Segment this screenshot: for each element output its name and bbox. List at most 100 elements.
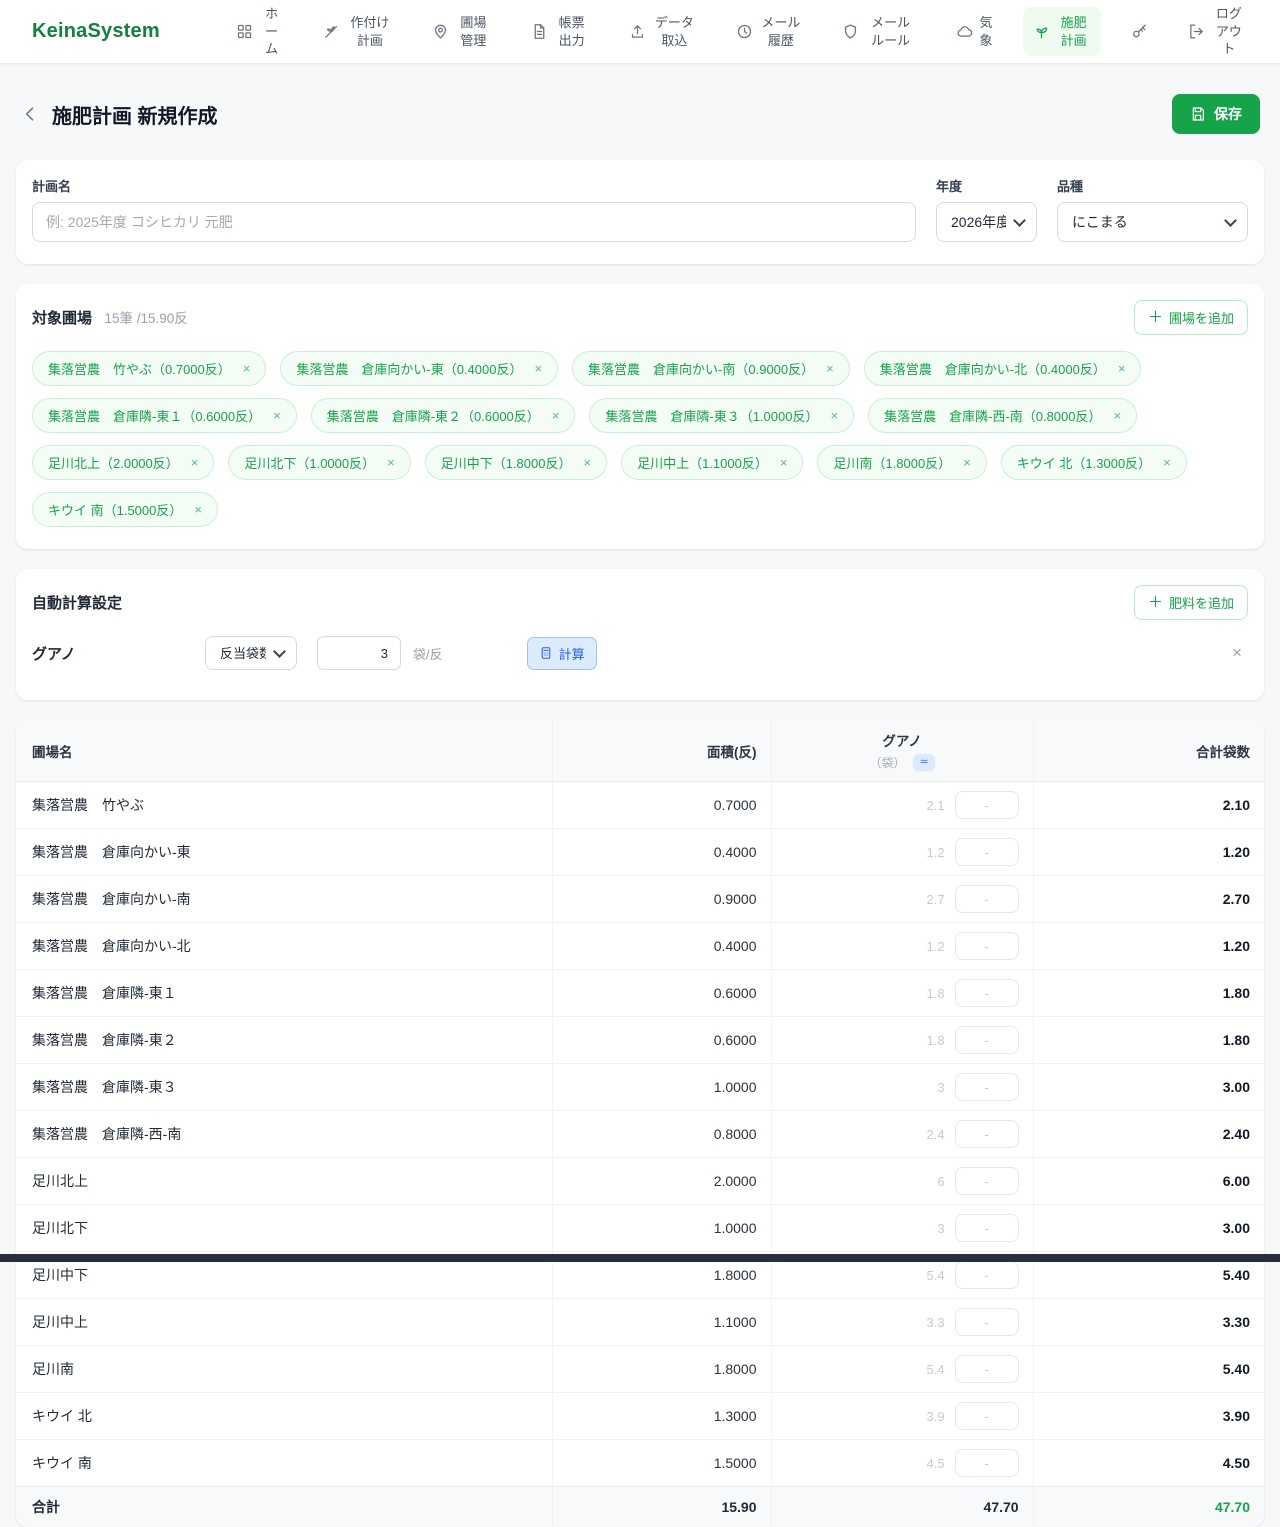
- guano-auto-value: 2.7: [926, 891, 945, 907]
- nav-item-report-output[interactable]: 帳票出力: [521, 7, 599, 56]
- field-tag: キウイ 南（1.5000反） ×: [32, 492, 218, 527]
- guano-auto-value: 1.2: [926, 844, 945, 860]
- table-row: 集落営農 竹やぶ 0.7000 2.1 2.10: [16, 781, 1264, 829]
- nav-item-mail-history[interactable]: メール履歴: [726, 7, 812, 56]
- target-fields-summary: 15筆 /15.90反: [104, 311, 188, 326]
- nav-item-cropping-plan[interactable]: 作付け計画: [313, 7, 402, 56]
- remove-tag-button[interactable]: ×: [551, 408, 560, 423]
- area-cell: 0.6000: [552, 1016, 772, 1064]
- nav-item-field-management[interactable]: 圃場管理: [422, 7, 500, 56]
- footer-bags-total: 47.70: [1032, 1486, 1264, 1527]
- home-icon: [236, 23, 253, 40]
- bags-per-tan-input[interactable]: [317, 636, 401, 670]
- back-button[interactable]: [20, 104, 40, 124]
- fields-table: 圃場名 面積(反) グアノ （袋） ≃ 合計袋数 集落営農 竹やぶ 0.7000: [16, 720, 1264, 1527]
- nav-item-logout[interactable]: ログアウト: [1178, 0, 1256, 65]
- nav-item-weather[interactable]: 気象: [946, 7, 1003, 56]
- remove-tag-button[interactable]: ×: [194, 502, 202, 517]
- remove-tag-button[interactable]: ×: [826, 361, 834, 376]
- field-name-cell: 集落営農 倉庫隣-東１: [16, 969, 553, 1017]
- remove-tag-button[interactable]: ×: [1117, 361, 1126, 376]
- nav-item-label: データ取込: [654, 14, 694, 48]
- guano-auto-value: 3: [937, 1079, 945, 1095]
- guano-override-input[interactable]: [954, 1214, 1019, 1243]
- guano-override-input[interactable]: [954, 791, 1019, 820]
- nav-item-label: 施肥計画: [1060, 14, 1087, 48]
- guano-auto-value: 1.8: [926, 985, 945, 1001]
- guano-override-input[interactable]: [954, 932, 1019, 961]
- plan-name-input[interactable]: [32, 202, 916, 242]
- nav-item-mail-rules[interactable]: メールルール: [832, 7, 926, 56]
- variety-select[interactable]: にこまる: [1057, 202, 1248, 242]
- calculate-button[interactable]: 計算: [526, 636, 597, 670]
- guano-override-input[interactable]: [954, 1261, 1019, 1290]
- table-row: 集落営農 倉庫向かい-東 0.4000 1.2 1.20: [16, 828, 1264, 876]
- save-button[interactable]: 保存: [1172, 94, 1260, 134]
- table-row: 集落営農 倉庫隣-西-南 0.8000 2.4 2.40: [16, 1110, 1264, 1158]
- remove-tag-button[interactable]: ×: [190, 455, 199, 470]
- guano-override-input[interactable]: [954, 1167, 1019, 1196]
- nav-menu: ホーム 作付け計画 圃場管理 帳票出力 データ取込 メール履歴 メールルール 気…: [226, 0, 1256, 65]
- field-tag: 足川中上（1.1000反） ×: [621, 445, 804, 480]
- guano-override-input[interactable]: [954, 838, 1019, 867]
- calculator-icon: [539, 646, 553, 660]
- document-icon: [531, 23, 548, 40]
- remove-tag-button[interactable]: ×: [830, 408, 839, 423]
- field-name-cell: 集落営農 倉庫向かい-南: [16, 875, 553, 923]
- field-tag: 集落営農 倉庫向かい-北（0.4000反） ×: [863, 351, 1142, 386]
- guano-auto-value: 4.5: [926, 1455, 945, 1471]
- guano-override-input[interactable]: [954, 979, 1019, 1008]
- total-bags-cell: 3.90: [1032, 1392, 1264, 1440]
- area-cell: 0.7000: [552, 781, 772, 829]
- guano-override-input[interactable]: [954, 1026, 1019, 1055]
- remove-tag-button[interactable]: ×: [242, 361, 251, 376]
- remove-fertilizer-button[interactable]: ×: [1232, 643, 1242, 662]
- field-tag: 足川中下（1.8000反） ×: [424, 445, 608, 480]
- main-content: 施肥計画 新規作成 保存 計画名 年度 2026年度 品種 にこまる 対象圃場: [0, 94, 1280, 1527]
- guano-override-input[interactable]: [954, 1308, 1019, 1337]
- save-icon: [1190, 106, 1206, 122]
- remove-tag-button[interactable]: ×: [779, 455, 788, 470]
- nav-item-home[interactable]: ホーム: [226, 0, 294, 65]
- area-cell: 0.9000: [552, 875, 772, 923]
- remove-tag-button[interactable]: ×: [273, 408, 281, 423]
- total-bags-cell: 1.20: [1032, 922, 1264, 970]
- field-name-cell: 足川北下: [16, 1204, 553, 1252]
- footer-guano-total: 47.70: [770, 1486, 1034, 1527]
- total-bags-cell: 6.00: [1032, 1157, 1264, 1205]
- variety-label: 品種: [1057, 179, 1084, 194]
- column-header-field: 圃場名: [16, 720, 553, 783]
- nav-item-fertilization-plan[interactable]: 施肥計画: [1022, 6, 1101, 57]
- guano-auto-value: 5.4: [926, 1267, 945, 1283]
- remove-tag-button[interactable]: ×: [963, 455, 971, 470]
- total-bags-cell: 5.40: [1032, 1345, 1264, 1393]
- add-fertilizer-button[interactable]: ＋ 肥料を追加: [1133, 585, 1248, 620]
- nav-item-data-import[interactable]: データ取込: [619, 7, 706, 56]
- add-field-button[interactable]: ＋ 圃場を追加: [1133, 300, 1248, 335]
- guano-override-input[interactable]: [954, 885, 1019, 914]
- guano-override-input[interactable]: [954, 1073, 1019, 1102]
- remove-tag-button[interactable]: ×: [387, 455, 395, 470]
- guano-override-input[interactable]: [954, 1355, 1019, 1384]
- field-tag: 足川北上（2.0000反） ×: [32, 445, 215, 480]
- sprout-icon: [1033, 23, 1050, 40]
- nav-item-key[interactable]: [1121, 16, 1158, 47]
- variety-field: 品種 にこまる: [1057, 176, 1248, 242]
- guano-override-input[interactable]: [954, 1402, 1019, 1431]
- page-title: 施肥計画 新規作成: [52, 105, 218, 128]
- remove-tag-button[interactable]: ×: [1113, 408, 1122, 423]
- year-select[interactable]: 2026年度: [936, 202, 1037, 242]
- history-clock-icon: [736, 23, 753, 40]
- guano-auto-value: 6: [937, 1173, 945, 1189]
- remove-tag-button[interactable]: ×: [534, 361, 543, 376]
- remove-tag-button[interactable]: ×: [583, 455, 592, 470]
- table-row: キウイ 北 1.3000 3.9 3.90: [16, 1392, 1264, 1440]
- field-name-cell: キウイ 南: [16, 1439, 553, 1487]
- calc-method-select[interactable]: 反当袋数: [205, 636, 297, 670]
- guano-override-input[interactable]: [954, 1449, 1019, 1478]
- guano-override-input[interactable]: [954, 1120, 1019, 1149]
- nav-item-label: 帳票出力: [558, 14, 585, 48]
- table-row: 集落営農 倉庫隣-東１ 0.6000 1.8 1.80: [16, 969, 1264, 1017]
- remove-tag-button[interactable]: ×: [1163, 455, 1171, 470]
- field-name-cell: 足川中上: [16, 1298, 553, 1346]
